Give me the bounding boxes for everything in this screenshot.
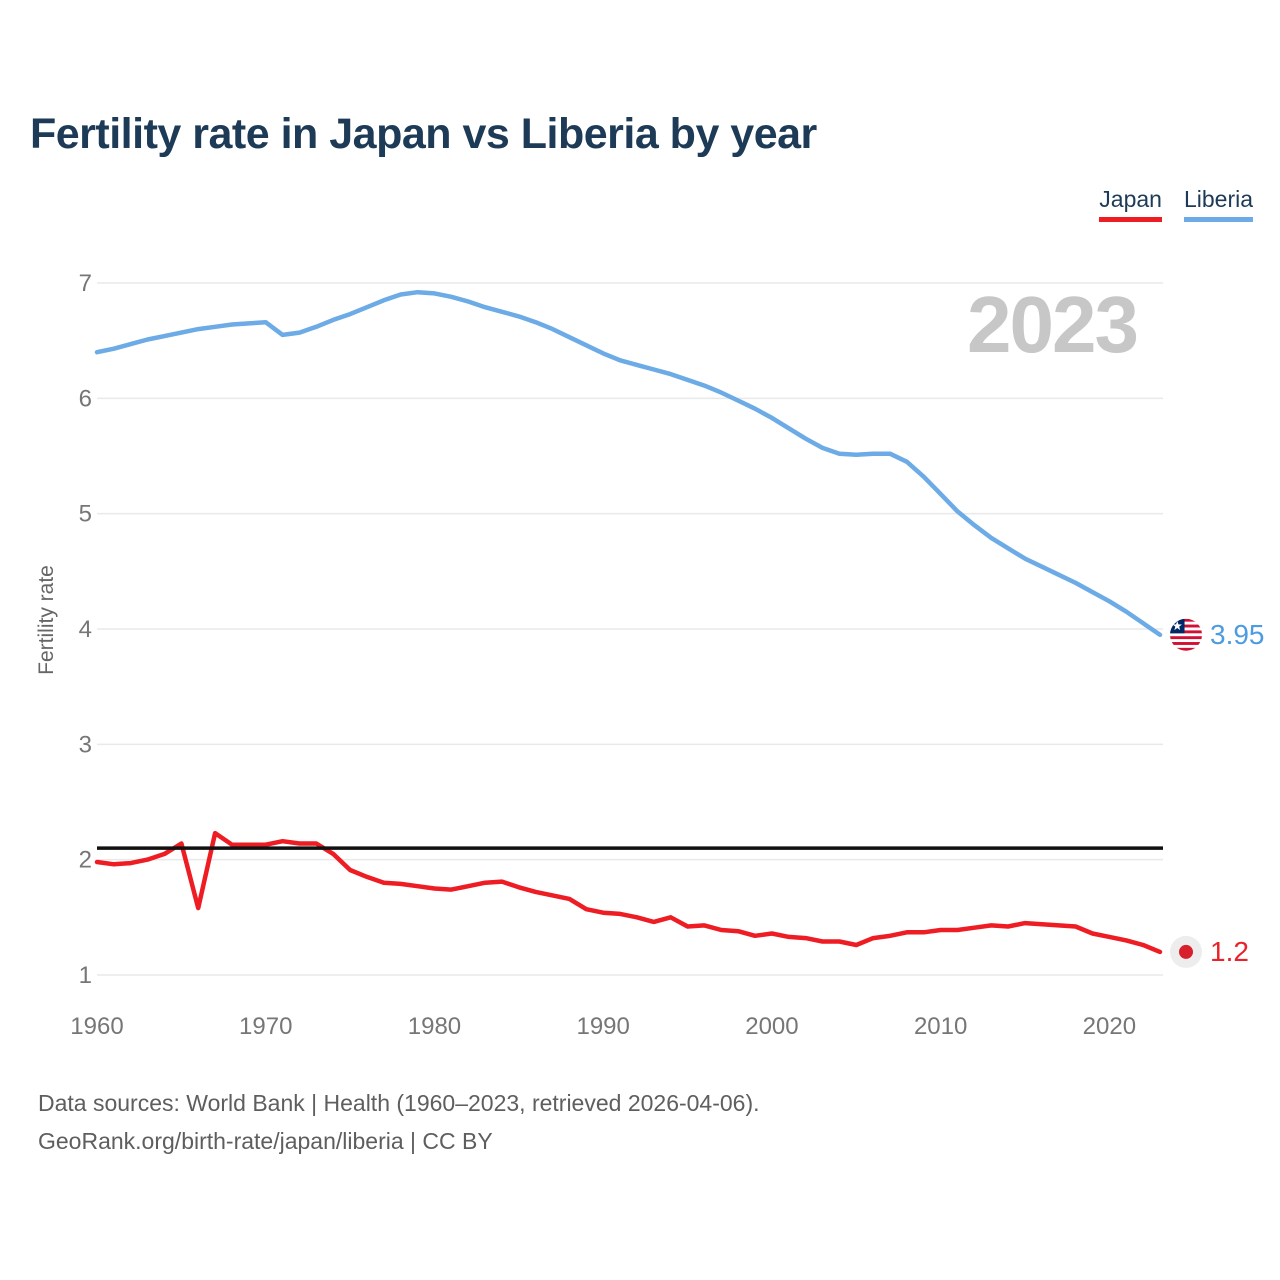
end-label-liberia: 3.95: [1210, 619, 1265, 650]
x-tick-label-2020: 2020: [1083, 1013, 1136, 1040]
year-watermark: 2023: [967, 280, 1137, 369]
x-tick-label-1990: 1990: [576, 1013, 629, 1040]
x-tick-label-2000: 2000: [745, 1013, 798, 1040]
source-line-1: Data sources: World Bank | Health (1960–…: [38, 1090, 760, 1116]
source-note: Data sources: World Bank | Health (1960–…: [38, 1084, 760, 1160]
x-tick-label-1980: 1980: [408, 1013, 461, 1040]
end-label-japan: 1.2: [1210, 936, 1249, 967]
x-tick-label-2010: 2010: [914, 1013, 967, 1040]
y-tick-label-2: 2: [79, 847, 92, 874]
source-line-2: GeoRank.org/birth-rate/japan/liberia | C…: [38, 1128, 493, 1154]
legend-label-liberia: Liberia: [1183, 186, 1253, 212]
y-tick-label-1: 1: [79, 962, 92, 989]
y-tick-label-6: 6: [79, 385, 92, 412]
series-line-japan: [94, 830, 1163, 955]
y-tick-label-4: 4: [79, 616, 92, 643]
japan-flag-icon: [1170, 935, 1202, 968]
x-tick-label-1970: 1970: [239, 1013, 292, 1040]
liberia-flag-icon: [1170, 618, 1202, 651]
series-line-liberia: [94, 289, 1163, 638]
x-tick-label-1960: 1960: [70, 1013, 123, 1040]
y-tick-label-3: 3: [79, 731, 92, 758]
page-title: Fertility rate in Japan vs Liberia by ye…: [30, 110, 817, 158]
legend-item-japan[interactable]: Japan: [1099, 186, 1162, 222]
legend-item-liberia[interactable]: Liberia: [1183, 186, 1253, 222]
legend: Japan Liberia: [1099, 186, 1253, 222]
legend-label-japan: Japan: [1099, 186, 1162, 212]
y-tick-label-7: 7: [79, 270, 92, 297]
y-tick-label-5: 5: [79, 501, 92, 528]
